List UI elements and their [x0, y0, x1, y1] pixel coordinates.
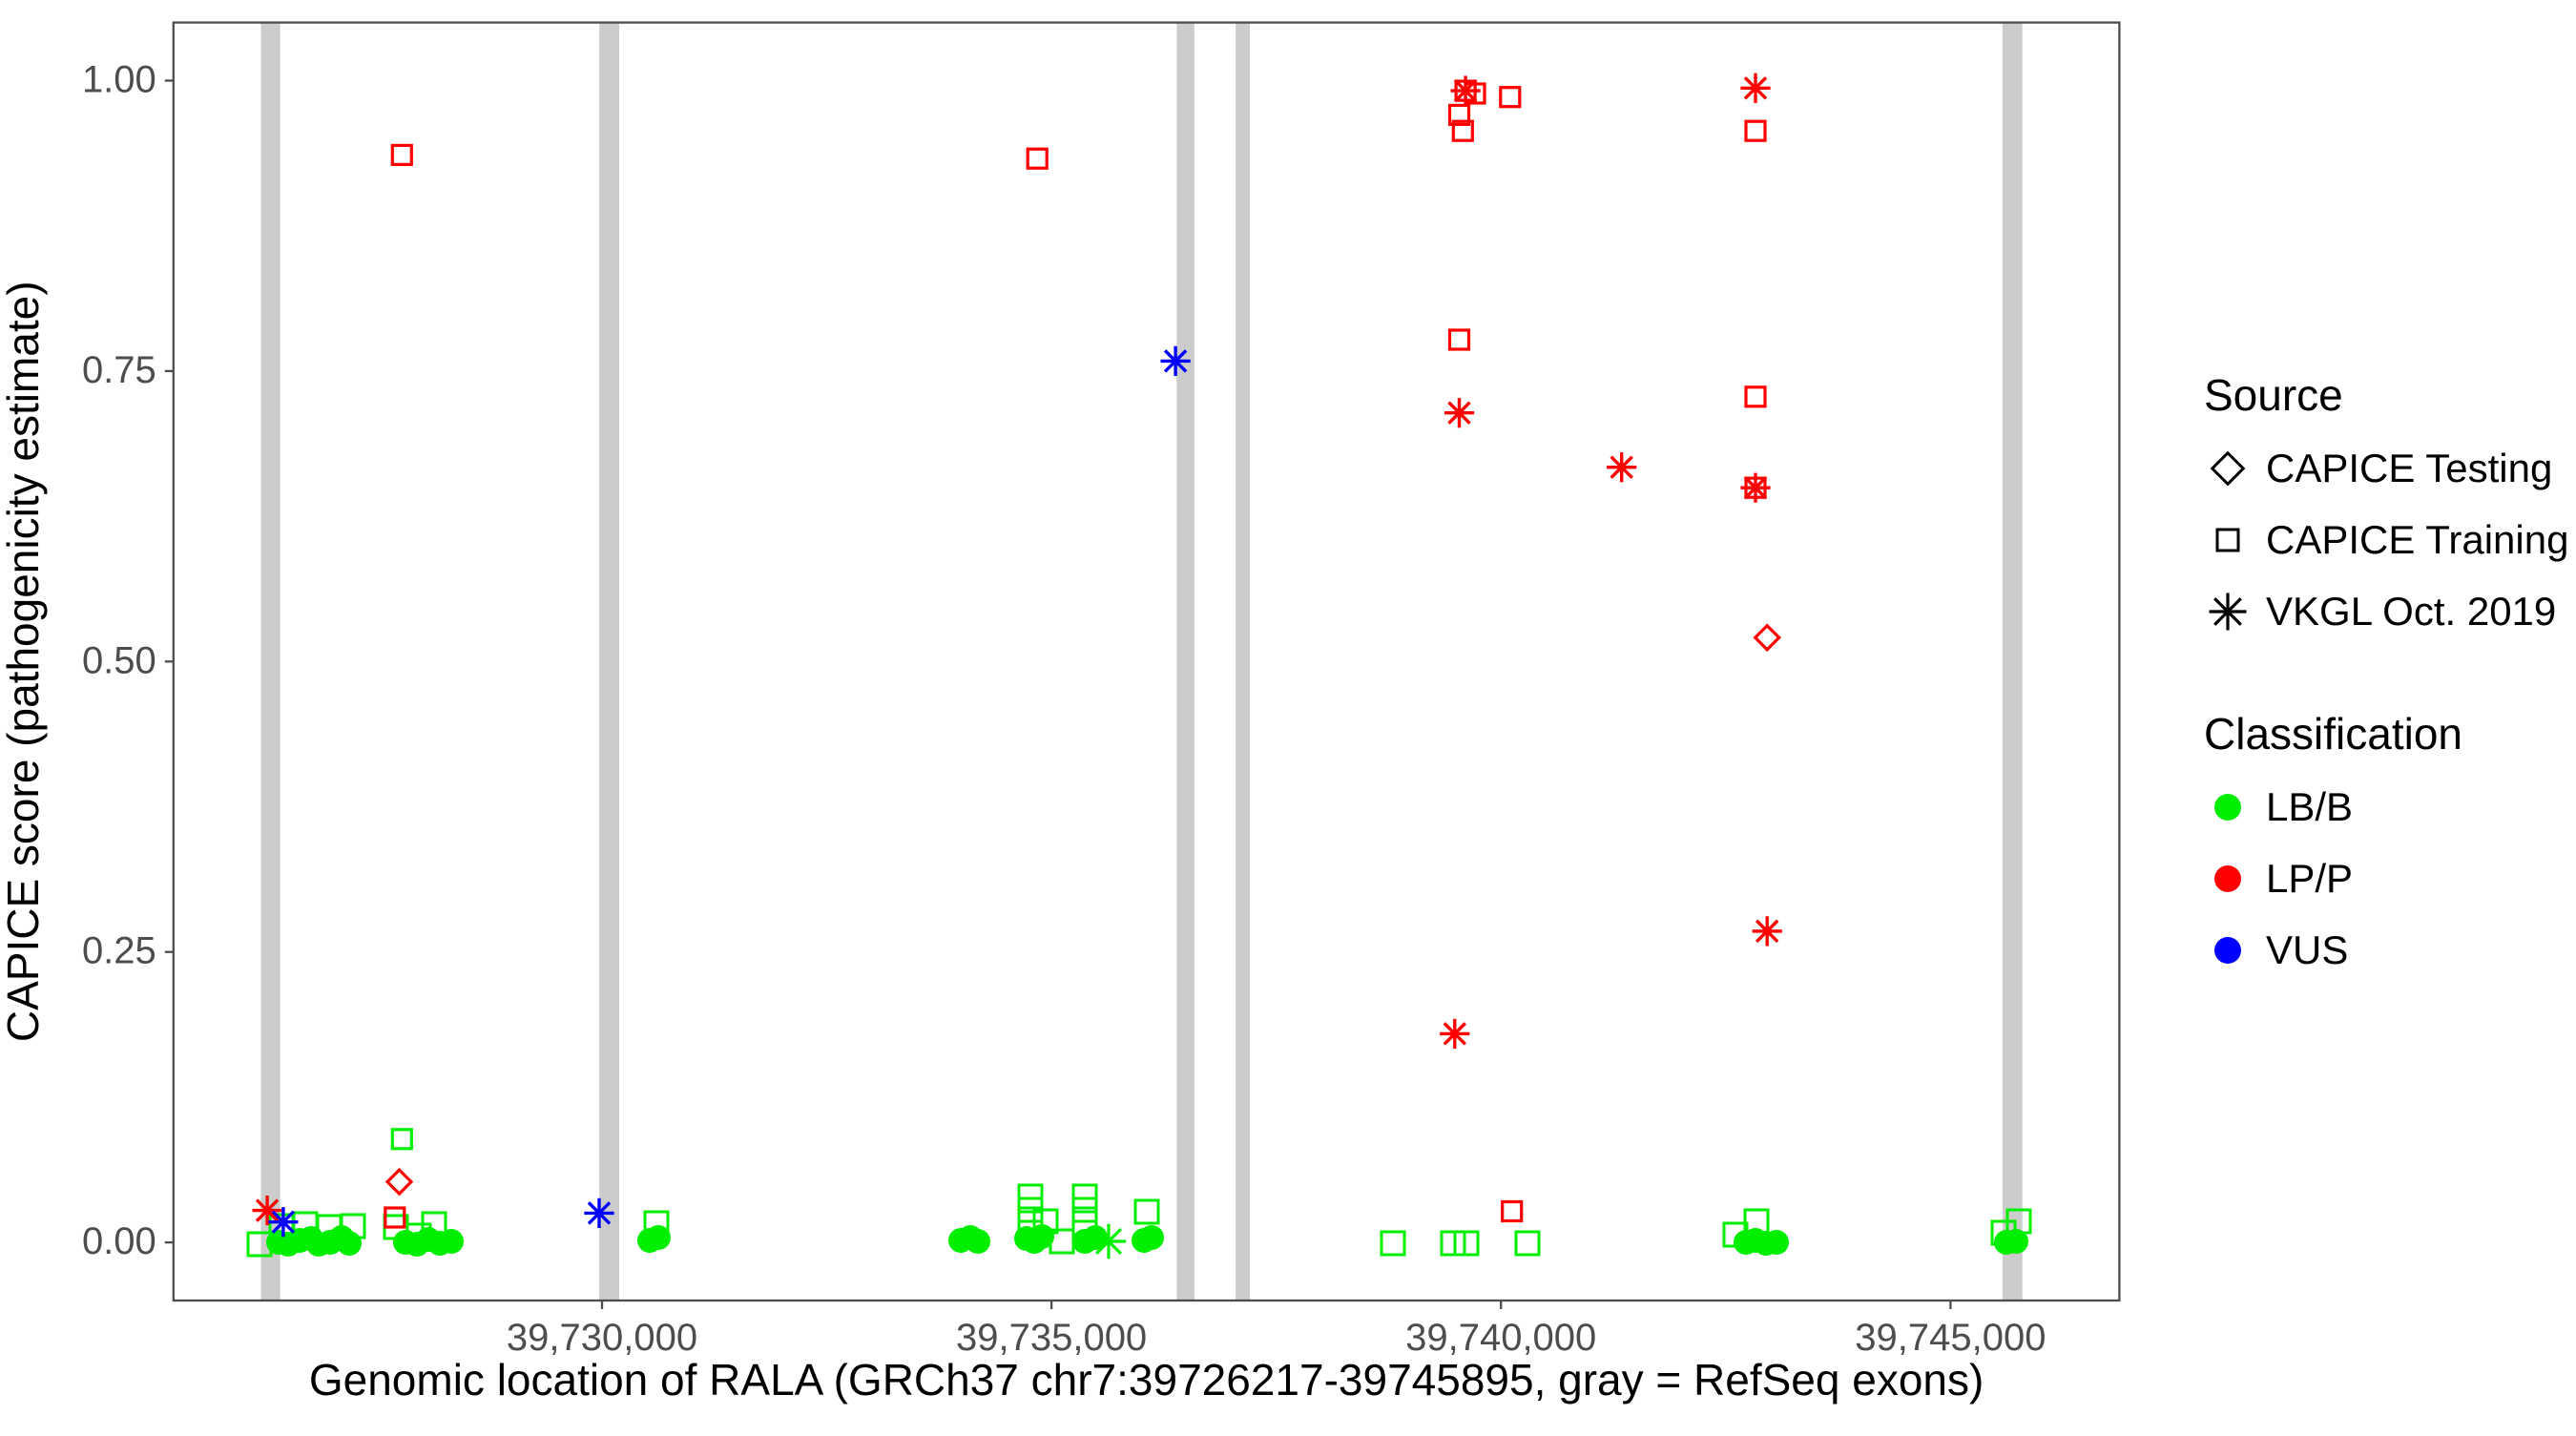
svg-text:39,740,000: 39,740,000 — [1405, 1317, 1596, 1359]
svg-text:0.25: 0.25 — [82, 930, 156, 972]
svg-text:Source: Source — [2204, 370, 2343, 420]
svg-text:CAPICE score (pathogenicity es: CAPICE score (pathogenicity estimate) — [0, 281, 48, 1042]
svg-text:VUS: VUS — [2266, 927, 2348, 972]
svg-text:1.00: 1.00 — [82, 59, 156, 101]
svg-text:CAPICE Testing: CAPICE Testing — [2266, 446, 2552, 490]
svg-text:0.75: 0.75 — [82, 349, 156, 391]
svg-text:0.00: 0.00 — [82, 1220, 156, 1262]
svg-text:VKGL Oct. 2019: VKGL Oct. 2019 — [2266, 589, 2556, 634]
svg-text:39,735,000: 39,735,000 — [956, 1317, 1147, 1359]
svg-text:39,745,000: 39,745,000 — [1855, 1317, 2046, 1359]
svg-text:Classification: Classification — [2204, 709, 2462, 759]
svg-text:Genomic location of RALA (GRCh: Genomic location of RALA (GRCh37 chr7:39… — [309, 1355, 1984, 1405]
svg-text:LP/P: LP/P — [2266, 856, 2353, 901]
svg-text:0.50: 0.50 — [82, 639, 156, 681]
svg-text:CAPICE Training: CAPICE Training — [2266, 517, 2568, 562]
svg-text:39,730,000: 39,730,000 — [507, 1317, 697, 1359]
svg-text:LB/B: LB/B — [2266, 784, 2353, 829]
